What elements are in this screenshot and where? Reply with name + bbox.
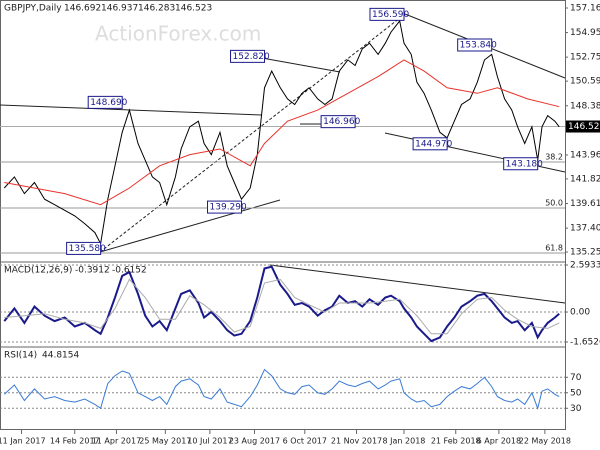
- price-title: GBPJPY,Daily: [4, 4, 62, 14]
- y-tick-label: 154.955: [570, 28, 600, 38]
- y-tick-label: 152.750: [570, 53, 600, 63]
- series-line: [4, 59, 560, 206]
- x-tick-label: 14 Feb 2017: [50, 437, 100, 446]
- x-tick-label: 21 Feb 2018: [431, 437, 481, 446]
- pivot-box: [412, 137, 448, 151]
- header-reading: 146.523: [175, 4, 212, 14]
- pivot-box: [457, 38, 493, 52]
- pivot-box: [207, 200, 243, 214]
- header-reading: 146.937: [101, 4, 138, 14]
- y-tick-label: 30: [570, 404, 582, 414]
- y-tick-label: 50: [570, 388, 582, 398]
- y-tick-label: 0.00: [570, 308, 590, 318]
- x-tick-label: 10 Jul 2017: [187, 437, 232, 446]
- pivot-label: 152.820: [233, 52, 270, 62]
- pivot-box: [320, 115, 356, 129]
- x-tick-label: 8 Jan 2018: [383, 437, 426, 446]
- x-tick-label: 23 Aug 2017: [229, 437, 280, 446]
- rsi-title: RSI(14): [4, 351, 37, 361]
- series-line: [3, 368, 560, 410]
- y-tick-label: 148.385: [570, 101, 600, 111]
- fib-label: 61.8: [545, 243, 563, 252]
- y-tick-label: 150.595: [570, 77, 600, 87]
- pivot-label: 144.970: [415, 139, 452, 149]
- pivot-box: [369, 7, 405, 21]
- fib-label: 38.2: [545, 152, 563, 161]
- trendline: [0, 104, 263, 116]
- pivot-box: [230, 49, 266, 63]
- x-tick-label: 6 Apr 2018: [477, 437, 521, 446]
- trendline: [261, 57, 341, 73]
- frame: [0, 0, 566, 430]
- x-tick-label: 11 Jan 2017: [0, 437, 46, 446]
- x-tick-label: 6 Oct 2017: [283, 437, 327, 446]
- header-reading: -0.6152: [112, 266, 147, 276]
- series-line: [3, 19, 560, 246]
- trendline: [269, 264, 566, 304]
- header-reading: 146.692: [64, 4, 101, 14]
- watermark: ActionForex.com: [95, 22, 261, 46]
- y-tick-label: 2.5933: [570, 261, 600, 271]
- pivot-label: 156.590: [372, 10, 409, 20]
- pivot-label: 143.180: [506, 159, 543, 169]
- last-price-label: 146.523: [568, 122, 600, 132]
- pivot-label: 135.580: [69, 244, 106, 254]
- last-price-box: [566, 120, 600, 133]
- y-tick-label: 143.965: [570, 151, 600, 161]
- pivot-box: [503, 157, 539, 171]
- macd-title: MACD(12,26,9): [4, 266, 72, 276]
- pivot-label: 139.290: [210, 203, 247, 213]
- header-reading: 44.8154: [42, 351, 79, 361]
- series-line: [4, 278, 560, 335]
- y-tick-label: 70: [570, 373, 582, 383]
- fib-label: 50.0: [545, 198, 563, 207]
- x-tick-label: 11 Apr 2017: [92, 437, 141, 446]
- pivot-label: 153.840: [460, 41, 497, 51]
- pivot-label: 148.690: [90, 98, 127, 108]
- series-line: [3, 265, 560, 343]
- x-tick-label: 21 Nov 2017: [331, 437, 382, 446]
- pivot-box: [87, 95, 123, 109]
- trendline: [99, 13, 406, 253]
- x-tick-label: 25 May 2017: [139, 437, 191, 446]
- y-tick-label: 141.820: [570, 174, 600, 184]
- y-tick-label: 135.255: [570, 248, 600, 258]
- y-tick-label: -1.6526: [570, 338, 600, 348]
- trendline: [99, 199, 281, 253]
- header-reading: -0.3912: [75, 266, 110, 276]
- x-tick-label: 22 May 2018: [519, 437, 571, 446]
- y-tick-label: 137.400: [570, 224, 600, 234]
- y-tick-label: 139.610: [570, 199, 600, 209]
- pivot-label: 146.960: [323, 117, 360, 127]
- y-tick-label: 157.161: [570, 4, 600, 14]
- header-reading: 146.283: [138, 4, 175, 14]
- pivot-box: [66, 241, 102, 255]
